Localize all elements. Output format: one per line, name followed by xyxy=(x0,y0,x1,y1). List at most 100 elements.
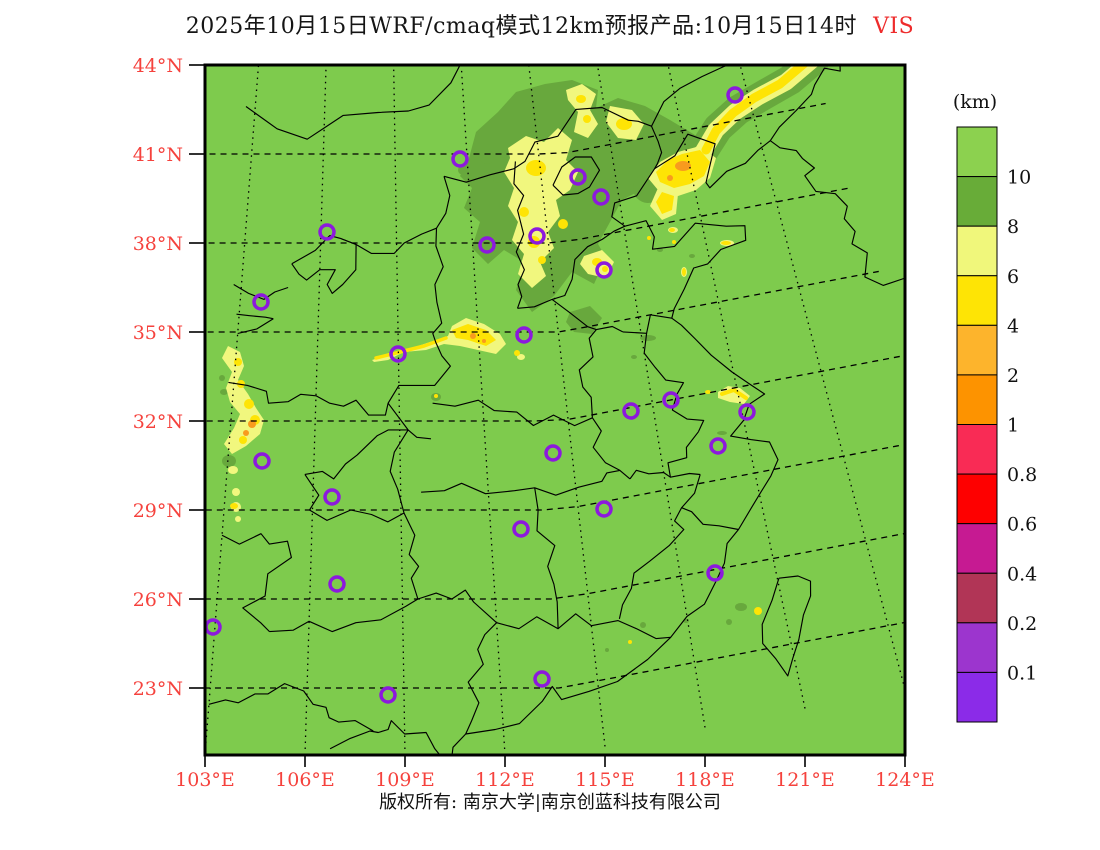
boundary-line xyxy=(233,284,289,300)
colorbar-tick-label: 1 xyxy=(1007,415,1019,437)
parallel-line xyxy=(205,186,853,244)
city-marker xyxy=(253,452,271,470)
boundary-line xyxy=(534,487,559,629)
fill-spot-y xyxy=(721,241,731,245)
boundary-line xyxy=(761,575,812,677)
colorbar-segment xyxy=(956,671,998,723)
fill-spot-dg xyxy=(493,175,501,183)
boundary-line xyxy=(443,65,731,183)
fill-spot-dg xyxy=(717,431,727,435)
fill-spot-dg xyxy=(689,254,695,258)
fill-spot-y xyxy=(576,95,586,103)
fill-spot-y xyxy=(705,390,711,394)
fill-spot-y xyxy=(558,219,568,229)
colorbar-segment xyxy=(956,324,998,376)
fill-spot-ly xyxy=(228,466,238,474)
colorbar-segment xyxy=(956,424,998,475)
city-marker xyxy=(515,326,533,344)
boundary-line xyxy=(667,431,699,478)
fill-spot-y xyxy=(583,115,591,123)
city-marker xyxy=(544,444,562,462)
colorbar-tick-label: 4 xyxy=(1007,315,1019,337)
boundary-line xyxy=(578,329,597,418)
fill-spot-dg xyxy=(480,150,494,164)
parallel-line xyxy=(205,621,905,689)
lat-label: 38°N xyxy=(133,233,183,255)
boundary-line xyxy=(513,161,525,309)
lat-label: 26°N xyxy=(133,589,183,611)
fill-spot-y xyxy=(230,503,238,509)
lon-label: 106°E xyxy=(275,769,335,791)
boundary-line xyxy=(622,314,672,334)
fill-spot-ly xyxy=(232,488,240,496)
fill-spot-o xyxy=(482,339,486,343)
lon-label: 112°E xyxy=(475,769,535,791)
fill-spot-o xyxy=(667,175,673,181)
fill-spot-dg xyxy=(219,375,225,381)
fill-spot-ly xyxy=(235,516,241,522)
boundary-line xyxy=(551,298,624,333)
colorbar-tick-label: 0.6 xyxy=(1007,514,1037,536)
fill-spot-o xyxy=(470,333,476,339)
boundary-line xyxy=(269,598,419,633)
city-marker xyxy=(533,670,551,688)
colorbar-tick-label: 0.4 xyxy=(1007,563,1037,585)
parallel-line xyxy=(205,354,905,422)
axis-ticks xyxy=(189,64,906,767)
boundary-line xyxy=(329,720,441,755)
boundary-line xyxy=(650,125,663,169)
city-marker xyxy=(662,391,680,409)
boundary-line xyxy=(618,474,701,620)
city-marker xyxy=(323,488,341,506)
city-marker xyxy=(592,188,610,206)
colorbar-segment xyxy=(956,126,998,178)
fill-spot-dg xyxy=(220,389,228,395)
colorbar-tick-label: 0.2 xyxy=(1007,613,1037,635)
fill-spot-dg xyxy=(640,622,646,628)
boundary-line xyxy=(236,313,274,320)
lat-label: 35°N xyxy=(133,322,183,344)
copyright-footer: 版权所有: 南京大学|南京创蓝科技有限公司 xyxy=(379,792,721,813)
city-marker xyxy=(379,686,397,704)
fill-region-ly xyxy=(566,84,598,138)
boundary-line xyxy=(552,156,601,196)
fill-spot-ly xyxy=(517,354,525,360)
colorbar-segment xyxy=(956,275,998,326)
city-markers xyxy=(205,86,756,704)
colorbar-tick-label: 2 xyxy=(1007,365,1019,387)
colorbar-segment xyxy=(956,572,998,624)
fill-spot-dg xyxy=(605,648,609,652)
fill-spot-y xyxy=(526,160,546,176)
fill-spot-y xyxy=(538,256,546,264)
boundary-line xyxy=(517,225,626,309)
colorbar-tick-label: 0.8 xyxy=(1007,464,1037,486)
colorbar-segment xyxy=(956,622,998,673)
fill-spot-y xyxy=(616,118,632,130)
fill-region-dg xyxy=(566,306,602,334)
fill-spot-dg xyxy=(735,603,747,611)
city-marker xyxy=(528,227,546,245)
boundary-line xyxy=(769,140,905,286)
fill-spot-y xyxy=(682,268,686,276)
colorbar-segment xyxy=(956,473,998,525)
colorbar-tick-label: 8 xyxy=(1007,216,1019,238)
boundary-line xyxy=(417,589,497,624)
lon-label: 103°E xyxy=(175,769,235,791)
colorbar-segment xyxy=(956,176,998,227)
parallel-line xyxy=(205,65,560,66)
fill-spot-y xyxy=(514,350,520,356)
longitude-axis-labels: 103°E 106°E 109°E 112°E 115°E 118°E 121°E 124°E xyxy=(175,769,935,791)
boundary-line xyxy=(208,683,374,732)
fill-spot-y xyxy=(244,399,254,409)
fill-spot-y xyxy=(647,236,651,240)
fill-band-y xyxy=(720,388,748,400)
boundary-line xyxy=(591,417,631,480)
boundary-line xyxy=(432,176,451,343)
title-product-code: VIS xyxy=(873,14,915,39)
colorbar-tick-label: 10 xyxy=(1007,167,1031,189)
meridian-line xyxy=(667,65,806,709)
boundary-line xyxy=(643,333,705,433)
city-marker xyxy=(328,575,346,593)
map-frame xyxy=(203,63,907,757)
